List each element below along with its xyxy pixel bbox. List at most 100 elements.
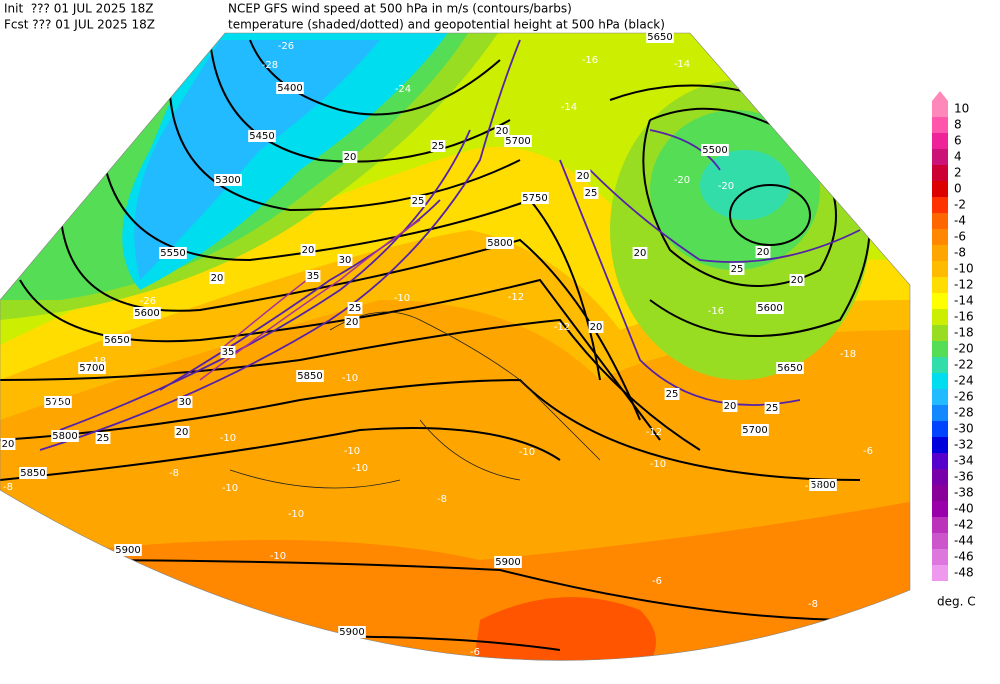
wind-label-box [410,195,426,207]
colorbar-label: -46 [954,550,974,564]
height-label-box [521,192,549,204]
fcst-line: Fcst ??? 01 JUL 2025 18Z [4,18,155,32]
wind-label-box [174,426,190,438]
height-label: 5850 [297,371,322,382]
init-line: Init ??? 01 JUL 2025 18Z [4,2,153,16]
wind-label-box [583,187,599,199]
height-label-box [276,82,304,94]
colorbar-swatch [932,485,948,501]
height-label: 5800 [52,431,77,442]
wind-label: 20 [344,152,357,163]
height-label-box [133,307,161,319]
wind-label: 20 [302,245,315,256]
colorbar-swatch [932,293,948,309]
colorbar-swatch [932,309,948,325]
wind-label: 20 [791,275,804,286]
height-label: 5450 [249,131,274,142]
height-label-box [214,174,242,186]
temperature-label: -10 [650,459,666,470]
height-contour [99,119,601,381]
height-label: 5850 [20,468,45,479]
wind-contour [649,129,721,171]
wind-label: 30 [339,255,352,266]
height-contour [0,427,561,481]
wind-label-box [494,125,510,137]
height-label-box [44,396,72,408]
colorbar-label: -40 [954,502,974,516]
colorbar-swatch [932,229,948,245]
height-label: 5500 [702,145,727,156]
temperature-label: -10 [805,481,821,492]
temperature-label: -6 [863,446,873,457]
colorbar-label: -24 [954,374,974,388]
wind-label-box [764,402,780,414]
borders [229,311,601,489]
colorbar-swatch [932,197,948,213]
temperature-label: -8 [437,494,447,505]
wind-label-box [729,263,745,275]
height-label: 5400 [277,83,302,94]
map-labels: 5650 5400 5450 5300 5550 5600 5650 5700 5750 5800… [0,31,873,658]
wind-label: 25 [766,403,779,414]
height-contour [209,39,511,163]
height-label-box [494,556,522,568]
colorbar-label: -2 [954,198,966,212]
colorbar-swatch [932,325,948,341]
wind-label: 20 [2,439,15,450]
wind-label-box [300,244,316,256]
colorbar-label: -4 [954,214,966,228]
colorbar-swatch [932,453,948,469]
colorbar-swatch [932,549,948,565]
height-label: 5750 [45,397,70,408]
temperature-label: -12 [646,427,662,438]
map-area [0,33,910,661]
colorbar-label: 2 [954,166,962,180]
wind-label: 25 [349,303,362,314]
colorbar-label: 6 [954,134,962,148]
colorbar: 10 8 6 4 2 0 -2 -4 -6 -8 -10 -12 -14 -16 -18 -20 -22 -24 -… [932,91,974,581]
wind-contour [199,219,421,381]
temperature-label: -24 [395,84,411,95]
wind-label: 20 [496,126,509,137]
wind-label: 30 [179,397,192,408]
temperature-label: -18 [90,356,106,367]
height-label-box [51,430,79,442]
height-contour [39,559,861,621]
colorbar-label: -12 [954,278,974,292]
temperature-label: -8 [3,482,13,493]
height-contour [19,278,661,441]
wind-label-box [430,140,446,152]
temperature-label: -14 [674,59,690,70]
wind-label-box [789,274,805,286]
height-label: 5750 [522,193,547,204]
height-label-box [103,334,131,346]
temperature-field [134,40,380,280]
wind-contour [589,169,861,263]
height-label-box [809,479,837,491]
height-label-box [338,626,366,638]
wind-label: 35 [222,347,235,358]
temperature-label: -6 [470,647,480,658]
wind-label: 20 [590,322,603,333]
wind-label-box [344,316,360,328]
colorbar-swatch [932,469,948,485]
height-label-box [78,362,106,374]
temperature-label: -10 [50,397,66,408]
height-contour [0,378,861,481]
colorbar-label: -16 [954,310,974,324]
wind-label: 20 [634,248,647,259]
colorbar-label: -10 [954,262,974,276]
wind-label: 25 [432,141,445,152]
colorbar-swatch [932,565,948,581]
colorbar-swatch [932,165,948,181]
colorbar-label: -8 [954,246,966,260]
height-label-box [19,467,47,479]
colorbar-swatch [932,437,948,453]
height-contour [642,107,837,287]
colorbar-swatch [932,245,948,261]
temperature-label: -12 [554,322,570,333]
height-label-box [296,370,324,382]
colorbar-swatch [932,133,948,149]
colorbar-swatch [932,373,948,389]
colorbar-label: -34 [954,454,974,468]
